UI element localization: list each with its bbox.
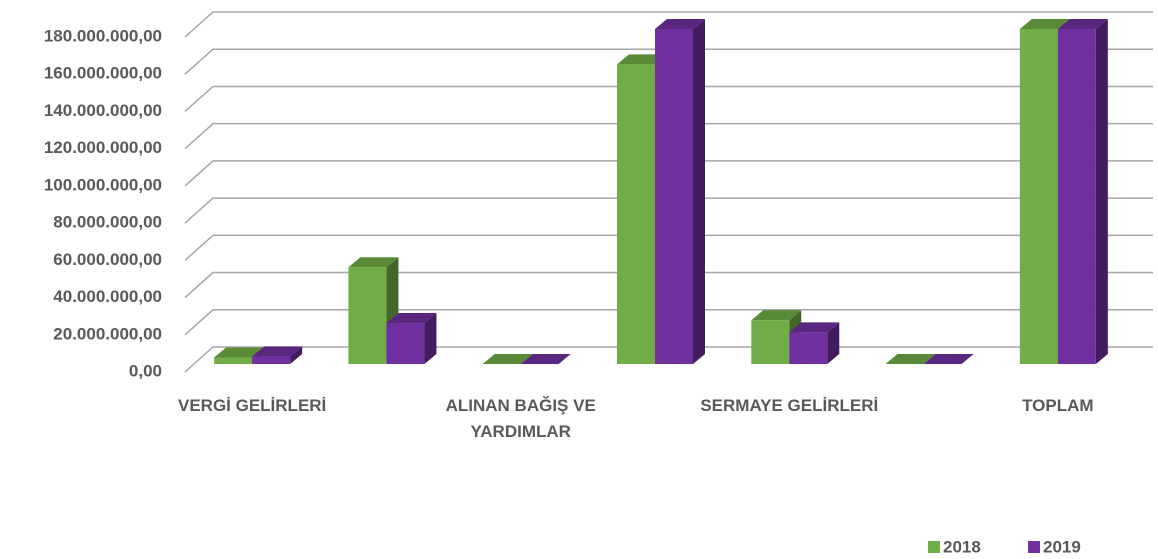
bar-top bbox=[751, 310, 802, 321]
y-tick-label: 100.000.000,00 bbox=[44, 175, 162, 194]
grid-line bbox=[184, 271, 1153, 299]
bar-front bbox=[655, 29, 693, 364]
grid-line bbox=[184, 85, 1153, 113]
grid-line bbox=[184, 48, 1153, 75]
y-tick-label: 80.000.000,00 bbox=[53, 213, 162, 232]
bar-top bbox=[252, 346, 303, 357]
bar bbox=[520, 354, 571, 364]
bar-top bbox=[1019, 19, 1070, 29]
grid-line bbox=[184, 122, 1153, 150]
legend-swatch bbox=[928, 541, 940, 553]
bar-front bbox=[617, 64, 655, 364]
grid-line bbox=[184, 11, 1153, 38]
legend-label: 2018 bbox=[943, 537, 981, 556]
bar bbox=[789, 322, 840, 364]
bar-front bbox=[751, 320, 790, 364]
bar bbox=[386, 313, 437, 364]
bar-top bbox=[520, 354, 571, 364]
bar-side bbox=[290, 346, 303, 364]
bar-front bbox=[348, 267, 387, 364]
legend-swatch bbox=[1028, 541, 1040, 553]
bar-top bbox=[348, 257, 399, 268]
bar-top bbox=[214, 347, 265, 358]
y-tick-label: 0,00 bbox=[129, 361, 162, 380]
y-tick-label: 180.000.000,00 bbox=[44, 26, 162, 45]
bar-front bbox=[789, 332, 828, 364]
bar bbox=[655, 19, 705, 364]
grid-line bbox=[184, 197, 1153, 224]
y-tick-label: 120.000.000,00 bbox=[44, 138, 162, 157]
bar-front bbox=[252, 356, 291, 364]
bar bbox=[885, 354, 936, 364]
bar-top bbox=[885, 354, 936, 364]
bar-side bbox=[827, 322, 840, 364]
y-tick-label: 40.000.000,00 bbox=[53, 287, 162, 306]
bar-top bbox=[482, 354, 533, 364]
bar-top bbox=[617, 54, 667, 65]
grid-line bbox=[184, 234, 1153, 261]
bar bbox=[252, 346, 303, 364]
bar bbox=[923, 354, 974, 364]
legend-label: 2019 bbox=[1043, 537, 1081, 556]
bar bbox=[1057, 19, 1108, 364]
x-tick-label: TOPLAM bbox=[1022, 396, 1094, 415]
bar-side bbox=[693, 19, 705, 364]
bar-top bbox=[655, 19, 705, 29]
grid-line bbox=[184, 309, 1153, 336]
bar-top bbox=[1057, 19, 1108, 29]
bar-side bbox=[424, 313, 437, 364]
bar-top bbox=[923, 354, 974, 364]
bar bbox=[482, 354, 533, 364]
bar-side bbox=[1095, 19, 1108, 364]
bar-top bbox=[789, 322, 840, 333]
bar-front bbox=[386, 323, 425, 364]
grid-line bbox=[184, 160, 1153, 187]
y-tick-label: 140.000.000,00 bbox=[44, 101, 162, 120]
y-tick-label: 60.000.000,00 bbox=[53, 250, 162, 269]
bar-top bbox=[386, 313, 437, 324]
bar-front bbox=[1019, 29, 1058, 364]
y-tick-label: 20.000.000,00 bbox=[53, 324, 162, 343]
x-tick-label: ALINAN BAĞIŞ VE YARDIMLAR bbox=[445, 396, 596, 441]
y-tick-label: 160.000.000,00 bbox=[44, 64, 162, 83]
bar-front bbox=[214, 357, 253, 364]
x-tick-label: VERGİ GELİRLERİ bbox=[177, 396, 327, 415]
grid-line bbox=[184, 346, 1153, 373]
x-tick-label: SERMAYE GELİRLERİ bbox=[700, 396, 879, 415]
bar-front bbox=[1057, 29, 1096, 364]
